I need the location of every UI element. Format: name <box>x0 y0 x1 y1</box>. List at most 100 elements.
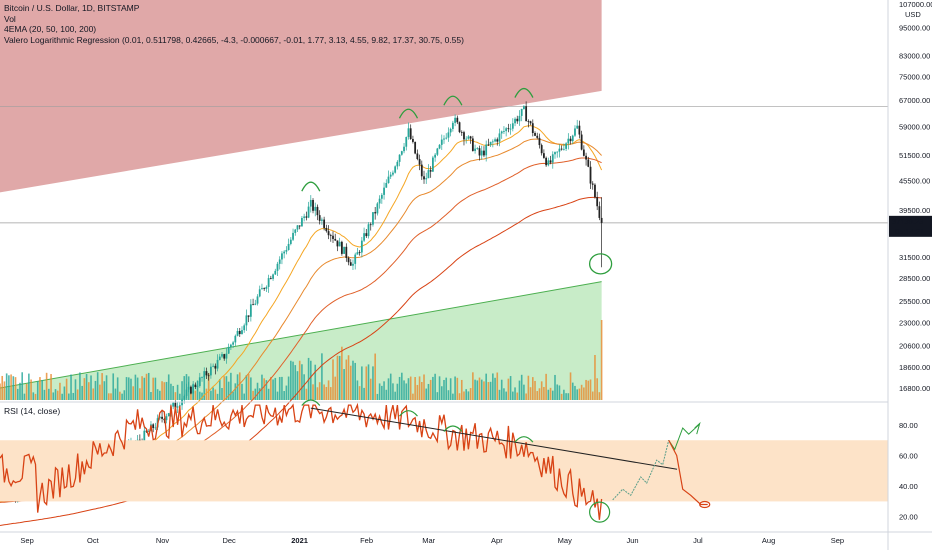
volume-bar <box>61 393 63 400</box>
volume-bar <box>401 372 403 400</box>
volume-bar <box>83 378 86 400</box>
candle-body <box>543 153 545 158</box>
candle-body <box>451 122 454 129</box>
month-tick-label: Mar <box>422 536 435 545</box>
volume-bar <box>421 381 423 400</box>
volume-bar <box>403 380 405 400</box>
volume-bar <box>514 387 516 400</box>
candle-body <box>434 154 437 158</box>
volume-bar <box>545 373 547 400</box>
volume-bar <box>358 386 361 400</box>
volume-bar <box>432 376 434 400</box>
volume-bar <box>596 378 598 400</box>
volume-bar <box>583 387 585 400</box>
volume-bar <box>534 380 536 400</box>
volume-bar <box>292 361 294 400</box>
regression-legend[interactable]: Valero Logarithmic Regression (0.01, 0.5… <box>4 34 464 45</box>
candle-body <box>249 304 252 317</box>
rsi-trendline <box>310 407 678 470</box>
volume-bar <box>412 393 414 400</box>
volume-bar <box>347 355 350 400</box>
candle-body <box>414 141 417 154</box>
candle-body <box>281 253 283 260</box>
volume-bar <box>50 374 52 400</box>
candle-body <box>247 315 250 317</box>
candle-body <box>392 172 394 175</box>
ema-200-line <box>0 196 602 526</box>
volume-bar <box>436 392 439 400</box>
candle-body <box>489 141 492 145</box>
candle-body <box>574 128 576 136</box>
candle-body <box>600 217 603 223</box>
volume-bar <box>529 387 532 400</box>
candle-body <box>558 148 561 152</box>
volume-bar <box>303 374 305 400</box>
rsi-projection-end <box>699 500 711 509</box>
volume-bar <box>243 393 245 400</box>
candle-body <box>514 118 516 124</box>
candle-body <box>309 200 312 207</box>
volume-bar <box>65 378 68 400</box>
volume-bar <box>34 393 37 400</box>
candle-body <box>409 128 412 139</box>
volume-bar <box>440 386 443 400</box>
candle-body <box>536 135 539 138</box>
volume-bar <box>52 392 55 400</box>
chart-legend: Bitcoin / U.S. Dollar, 1D, BITSTAMP Vol … <box>4 3 464 45</box>
candle-body <box>210 366 212 376</box>
volume-bar <box>341 346 343 400</box>
candle-body <box>560 148 563 150</box>
candle-body <box>329 235 332 236</box>
volume-bar <box>105 375 108 400</box>
candle-body <box>567 138 570 144</box>
candle-body <box>263 288 266 289</box>
volume-bar <box>329 387 332 400</box>
volume-legend[interactable]: Vol <box>4 13 16 24</box>
candle-body <box>192 384 195 394</box>
candle-body <box>218 356 221 360</box>
ema-legend[interactable]: 4EMA (20, 50, 100, 200) <box>4 24 97 34</box>
volume-bar <box>478 377 481 400</box>
volume-bar <box>532 377 534 400</box>
candle-body <box>527 121 530 122</box>
candle-body <box>454 117 456 123</box>
candle-body <box>283 251 286 254</box>
candle-body <box>500 131 503 134</box>
volume-bar <box>203 375 206 400</box>
volume-bar <box>32 392 35 400</box>
volume-bar <box>281 376 283 400</box>
price-tick-label: 59000.00 <box>899 122 930 131</box>
candle-body <box>596 197 599 207</box>
candle-body <box>460 131 463 133</box>
volume-bar <box>591 391 594 400</box>
candle-body <box>598 206 601 218</box>
candle-body <box>487 144 490 146</box>
volume-bar <box>107 393 110 400</box>
candle-body <box>412 138 414 142</box>
volume-bar <box>12 376 15 400</box>
volume-bar <box>294 365 297 400</box>
volume-bar <box>141 376 143 400</box>
rsi-legend[interactable]: RSI (14, close) <box>4 406 61 416</box>
volume-bar <box>261 374 263 400</box>
candle-body <box>203 371 206 378</box>
volume-bar <box>574 385 576 400</box>
symbol-title[interactable]: Bitcoin / U.S. Dollar, 1D, BITSTAMP <box>4 3 140 13</box>
volume-bar <box>163 382 166 400</box>
price-tick-label: 83000.00 <box>899 51 930 60</box>
candle-body <box>520 108 523 116</box>
volume-bar <box>472 372 474 400</box>
candle-body <box>187 386 190 390</box>
candle-body <box>549 160 552 163</box>
volume-bar <box>36 381 39 400</box>
candle-body <box>531 123 534 133</box>
rsi-tick-label: 20.00 <box>899 513 918 522</box>
candle-body <box>254 303 257 305</box>
volume-bar <box>503 388 505 400</box>
volume-bar <box>165 381 168 400</box>
volume-bar <box>28 373 30 400</box>
candle-body <box>547 160 550 166</box>
candle-body <box>265 286 268 289</box>
rsi-peak-arc <box>399 410 418 417</box>
